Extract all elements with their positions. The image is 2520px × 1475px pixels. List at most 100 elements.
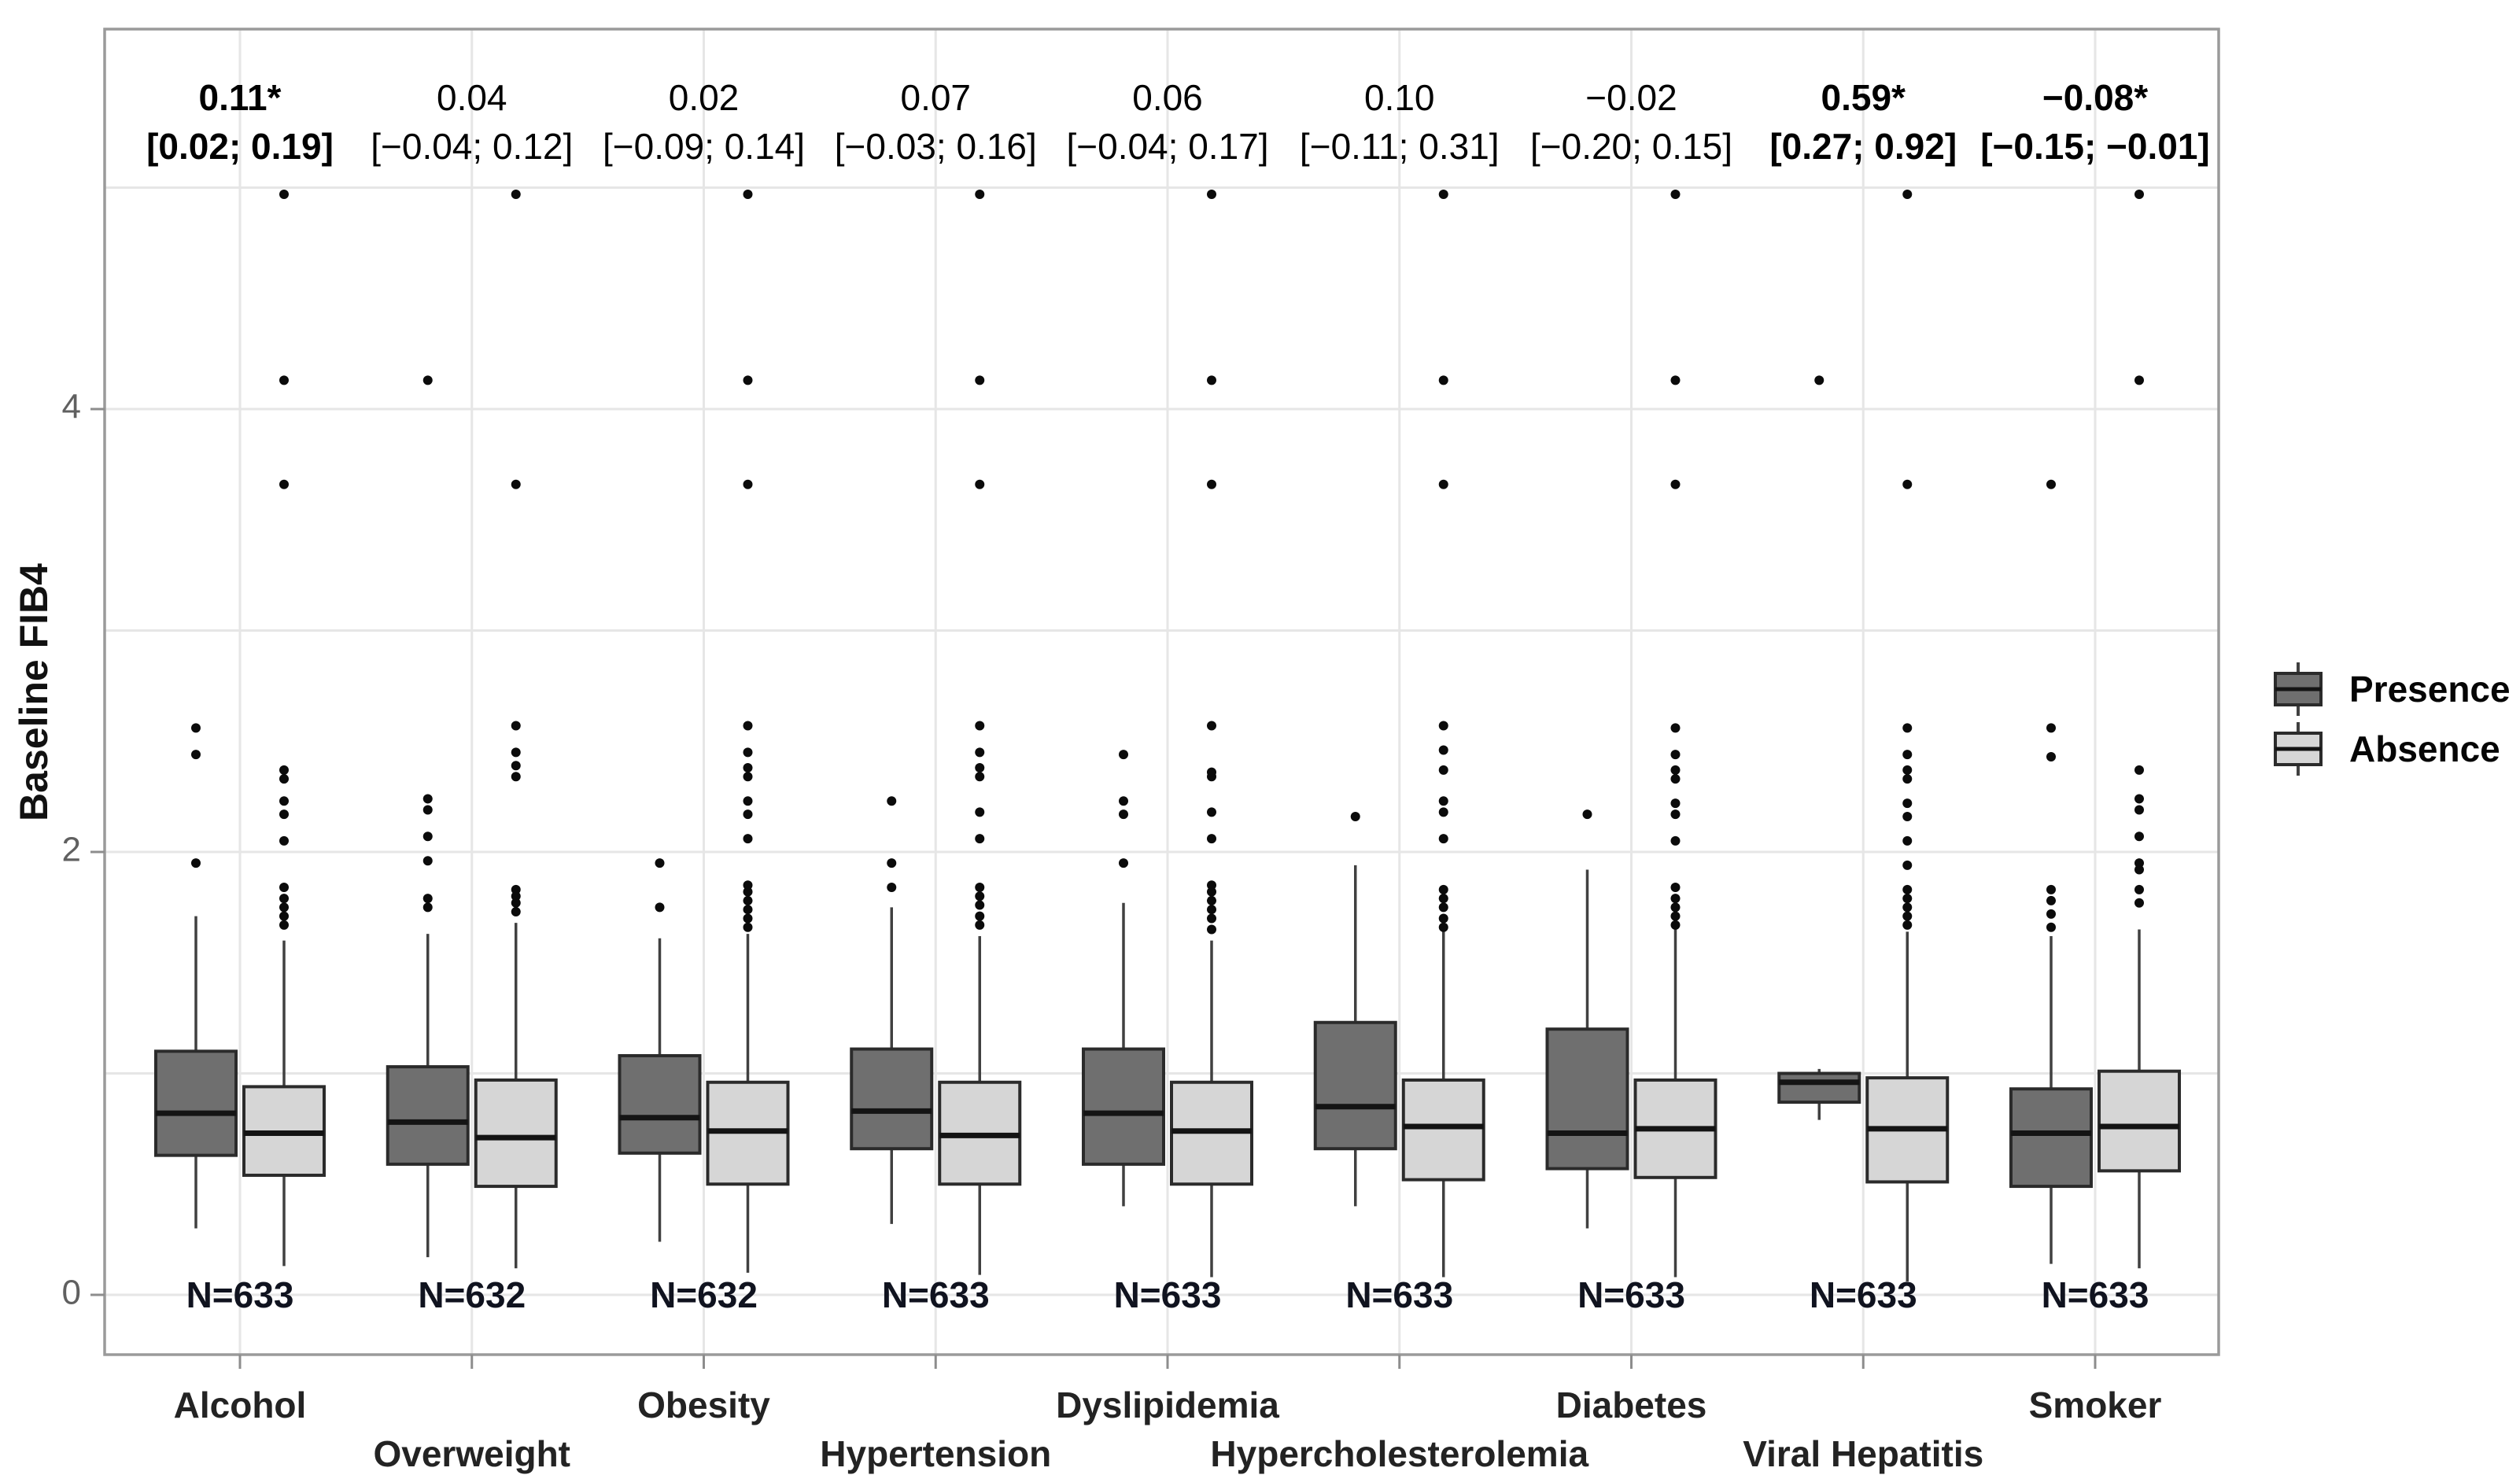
n-label-obesity: N=632 <box>650 1274 758 1315</box>
category-label-overweight: Overweight <box>373 1433 570 1474</box>
box-rect <box>1545 1027 1629 1171</box>
boxplot-absence-viral-hepatitis <box>1865 189 1950 1282</box>
outlier-dot <box>1902 920 1913 930</box>
annotation-ci-alcohol: [0.02; 0.19] <box>146 126 334 167</box>
outlier-dot <box>279 835 289 846</box>
outlier-dot <box>2134 832 2144 842</box>
boxplot-presence-viral-hepatitis <box>1777 375 1861 1120</box>
outlier-dot <box>1207 913 1216 924</box>
outlier-dot <box>2134 898 2144 908</box>
box-rect <box>2009 1087 2093 1189</box>
outlier-dot <box>1670 774 1681 784</box>
boxplot-absence-alcohol <box>242 189 326 1267</box>
outlier-dot <box>2134 765 2144 775</box>
outlier-dot <box>1438 902 1448 913</box>
outlier-dot <box>1350 811 1360 821</box>
outlier-dot <box>1902 723 1913 733</box>
outlier-dot <box>1902 835 1913 846</box>
outlier-dot <box>279 883 289 893</box>
outlier-dot <box>743 895 753 905</box>
outlier-dot <box>1207 895 1216 905</box>
boxplot-absence-diabetes <box>1633 189 1718 1278</box>
outlier-dot <box>511 884 521 894</box>
outlier-dot <box>743 479 753 489</box>
annotation-ci-overweight: [−0.04; 0.12] <box>371 126 573 167</box>
outlier-dot <box>1902 765 1913 775</box>
n-label-diabetes: N=633 <box>1577 1274 1685 1315</box>
boxplot-absence-dyslipidemia <box>1170 189 1253 1278</box>
outlier-dot <box>2134 858 2144 868</box>
category-label-hypercholesterolemia: Hypercholesterolemia <box>1210 1433 1588 1474</box>
outlier-dot <box>887 858 897 868</box>
outlier-dot <box>743 880 753 891</box>
outlier-dot <box>279 479 289 489</box>
outlier-dot <box>2046 909 2056 919</box>
outlier-dot <box>2134 375 2144 385</box>
legend-item-presence: Presence <box>2272 661 2511 717</box>
outlier-dot <box>1902 911 1913 921</box>
boxplot-presence-smoker <box>2009 479 2093 1264</box>
outlier-dot <box>887 883 897 893</box>
outlier-dot <box>2134 805 2144 815</box>
outlier-dot <box>2134 865 2144 875</box>
annotation-estimate-dyslipidemia: 0.06 <box>1132 77 1203 118</box>
outlier-dot <box>2046 723 2056 733</box>
legend: Presence Absence <box>2272 661 2511 777</box>
outlier-dot <box>422 902 433 913</box>
outlier-dot <box>1438 745 1448 755</box>
outlier-dot <box>743 922 753 932</box>
category-label-hypertension: Hypertension <box>820 1433 1051 1474</box>
outlier-dot <box>1119 858 1128 868</box>
annotation-estimate-alcohol: 0.11* <box>199 77 282 118</box>
outlier-dot <box>191 858 201 868</box>
outlier-dot <box>743 763 753 773</box>
outlier-dot <box>1207 887 1216 897</box>
boxplot-absence-obesity <box>706 189 790 1273</box>
box-rect <box>474 1078 558 1189</box>
outlier-dot <box>1670 883 1681 893</box>
outlier-dot <box>975 772 985 782</box>
outlier-dot <box>422 832 433 842</box>
annotation-estimate-hypertension: 0.07 <box>900 77 971 118</box>
y-tick-label-4: 4 <box>62 388 81 426</box>
n-label-hypertension: N=633 <box>882 1274 990 1315</box>
outlier-dot <box>2046 479 2056 489</box>
outlier-dot <box>1670 920 1681 930</box>
outlier-dot <box>887 796 897 806</box>
outlier-dot <box>1207 924 1216 935</box>
outlier-dot <box>975 375 985 385</box>
outlier-dot <box>975 883 985 893</box>
outlier-dot <box>743 913 753 924</box>
outlier-dot <box>1207 721 1216 731</box>
outlier-dot <box>1902 884 1913 894</box>
outlier-dot <box>279 796 289 806</box>
boxplot-absence-hypertension <box>938 189 1022 1275</box>
legend-label-presence: Presence <box>2349 669 2511 710</box>
outlier-dot <box>655 902 665 913</box>
outlier-dot <box>743 887 753 897</box>
outlier-dot <box>279 920 289 930</box>
annotation-estimate-obesity: 0.02 <box>669 77 740 118</box>
legend-key-absence-icon <box>2274 722 2323 776</box>
boxplot-presence-dyslipidemia <box>1082 750 1165 1207</box>
annotation-estimate-overweight: 0.04 <box>437 77 507 118</box>
outlier-dot <box>422 375 433 385</box>
outlier-dot <box>2046 895 2056 905</box>
outlier-dot <box>1670 765 1681 775</box>
legend-key-presence-icon <box>2274 662 2323 716</box>
outlier-dot <box>1438 834 1448 844</box>
outlier-dot <box>1438 913 1448 924</box>
box-rect <box>850 1047 934 1151</box>
outlier-dot <box>1670 750 1681 760</box>
outlier-dot <box>1670 894 1681 904</box>
box-rect <box>1313 1020 1397 1151</box>
annotation-estimate-diabetes: −0.02 <box>1585 77 1677 118</box>
box-rect <box>1777 1071 1861 1104</box>
box-rect <box>618 1053 702 1155</box>
outlier-dot <box>511 772 521 782</box>
boxplot-presence-obesity <box>618 858 702 1242</box>
n-label-viral-hepatitis: N=633 <box>1810 1274 1917 1315</box>
outlier-dot <box>1207 479 1216 489</box>
outlier-dot <box>191 723 201 733</box>
outlier-dot <box>743 796 753 806</box>
